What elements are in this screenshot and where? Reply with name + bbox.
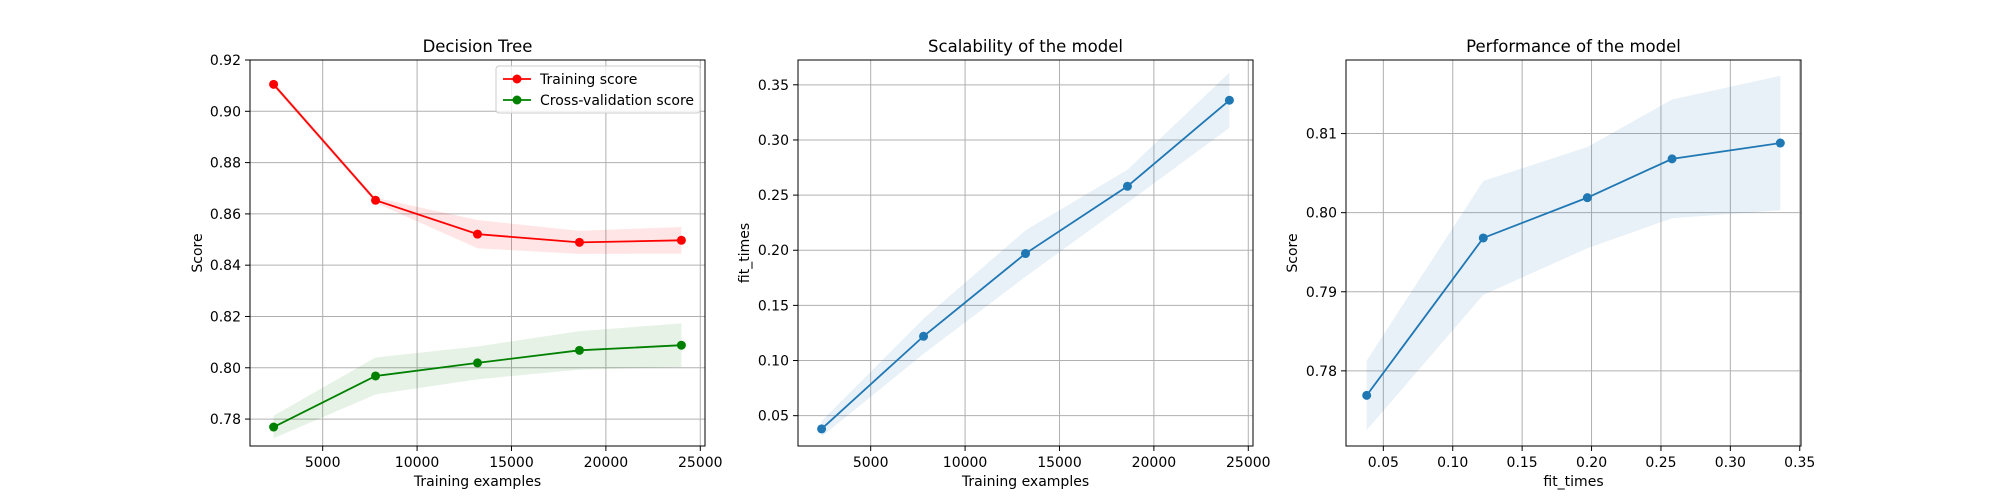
data-point [574, 345, 584, 355]
y-tick-label: 0.90 [210, 104, 241, 120]
y-axis-label: Score [1285, 233, 1301, 272]
y-tick-label: 0.88 [210, 156, 241, 172]
y-tick-label: 0.15 [758, 298, 789, 314]
x-tick-label: 5000 [853, 455, 889, 471]
x-axis-label: Training examples [961, 474, 1089, 490]
x-tick-label: 10000 [395, 455, 440, 471]
panel-title: Scalability of the model [928, 37, 1123, 56]
y-tick-label: 0.84 [210, 258, 241, 274]
y-axis-label: Score [190, 233, 206, 272]
data-point [1122, 181, 1132, 191]
x-tick-label: 0.20 [1576, 455, 1607, 471]
data-point [269, 79, 279, 89]
y-tick-label: 0.79 [1306, 285, 1337, 301]
y-tick-label: 0.78 [1306, 364, 1337, 380]
y-tick-label: 0.80 [1306, 206, 1337, 222]
plot-area: 5000 10000 15000 20000 25000 0.78 0.80 0.82 0.84… [210, 53, 723, 471]
x-tick-label: 15000 [489, 455, 534, 471]
x-tick-label: 20000 [584, 455, 629, 471]
legend: Training score Cross-validation score [495, 65, 701, 114]
data-point [1667, 154, 1677, 164]
y-tick-label: 0.10 [758, 354, 789, 370]
legend-marker-cross-validation [512, 95, 522, 105]
plot-area: 0.05 0.10 0.15 0.20 0.25 0.30 0.35 0.78 0.79 0.80… [1306, 59, 1815, 471]
y-tick-label: 0.05 [758, 409, 789, 425]
x-tick-label: 10000 [943, 455, 988, 471]
x-tick-label: 25000 [678, 455, 723, 471]
x-tick-label: 0.25 [1645, 455, 1676, 471]
x-axis-label: fit_times [1543, 474, 1603, 490]
data-point [817, 424, 827, 434]
y-tick-label: 0.35 [758, 78, 789, 94]
x-tick-label: 0.15 [1507, 455, 1538, 471]
data-point [473, 229, 482, 239]
data-point [676, 235, 686, 245]
legend-marker-training [512, 74, 522, 84]
x-tick-label: 5000 [305, 455, 341, 471]
panel-decision-tree: 5000 10000 15000 20000 25000 0.78 0.80 0.82 0.84… [190, 37, 723, 490]
x-tick-label: 0.30 [1715, 455, 1746, 471]
x-tick-label: 0.05 [1368, 455, 1399, 471]
axes-frame [1345, 59, 1802, 447]
y-tick-label: 0.30 [758, 133, 789, 149]
data-point [1021, 249, 1030, 259]
y-tick-label: 0.92 [210, 53, 241, 69]
axes-frame [249, 59, 706, 447]
confidence-band [273, 81, 682, 254]
y-tick-label: 0.81 [1306, 127, 1337, 143]
legend-label-cross-validation: Cross-validation score [540, 93, 694, 109]
data-point [269, 422, 279, 432]
data-point [676, 340, 686, 350]
confidence-band [1366, 75, 1781, 431]
y-tick-label: 0.86 [210, 207, 241, 223]
y-tick-label: 0.80 [210, 361, 241, 377]
plot-area: 5000 10000 15000 20000 25000 0.05 0.10 0.15 0.20… [758, 59, 1271, 471]
data-point [919, 331, 929, 341]
x-tick-label: 20000 [1132, 455, 1177, 471]
data-point [371, 195, 381, 205]
data-point [473, 358, 482, 368]
panel-scalability: 5000 10000 15000 20000 25000 0.05 0.10 0.15 0.20… [737, 37, 1271, 490]
panel-title: Performance of the model [1466, 37, 1681, 56]
data-point [371, 371, 381, 381]
legend-box [495, 65, 701, 114]
x-tick-label: 25000 [1226, 455, 1271, 471]
data-point [1362, 390, 1372, 400]
x-axis-label: Training examples [413, 474, 541, 490]
panel-performance: 0.05 0.10 0.15 0.20 0.25 0.30 0.35 0.78 0.79 0.80… [1285, 37, 1815, 490]
y-tick-label: 0.20 [758, 243, 789, 259]
y-tick-label: 0.25 [758, 188, 789, 204]
data-point [1582, 193, 1592, 203]
x-tick-label: 0.10 [1437, 455, 1468, 471]
y-tick-label: 0.78 [210, 412, 241, 428]
data-point [1224, 95, 1234, 105]
data-point [1478, 233, 1488, 243]
legend-label-training: Training score [539, 72, 637, 88]
y-axis-label: fit_times [737, 223, 753, 283]
axes-frame [797, 59, 1254, 447]
panel-title: Decision Tree [423, 37, 533, 56]
data-point [574, 237, 584, 247]
x-tick-label: 0.35 [1784, 455, 1815, 471]
data-point [1775, 138, 1785, 148]
y-tick-label: 0.82 [210, 309, 241, 325]
x-tick-label: 15000 [1037, 455, 1082, 471]
